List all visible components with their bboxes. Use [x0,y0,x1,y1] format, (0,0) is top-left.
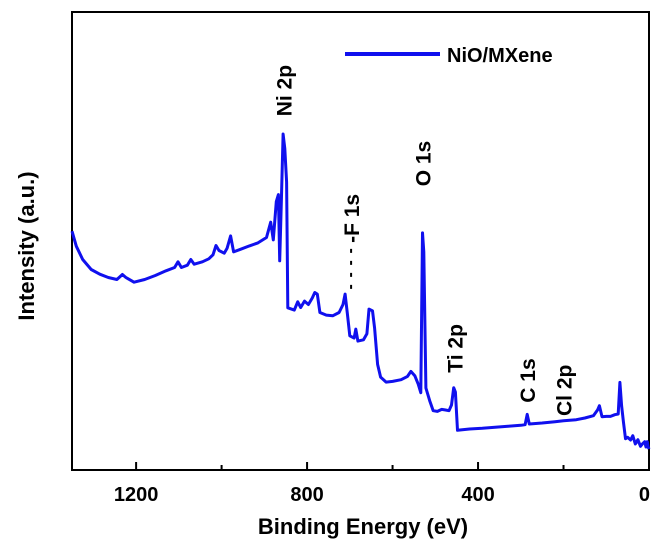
x-axis-tick-labels: 1200 800 400 0 [114,484,650,506]
peak-label-ti-2p: Ti 2p [445,324,468,373]
x-axis-title: Binding Energy (eV) [258,514,468,539]
peak-annotations: Ni 2p O 1s -F 1s Ti 2p C 1s Cl 2p [274,65,577,416]
peak-label-cl-2p: Cl 2p [554,365,577,416]
series-line-nio-mxene [70,132,651,450]
x-axis-ticks [135,462,650,470]
peak-label-o-1s: O 1s [413,141,436,187]
y-axis-title: Intensity (a.u.) [14,171,39,320]
x-tick-label-0: 0 [639,484,650,506]
x-tick-label-400: 400 [461,484,494,506]
peak-label-ni-2p: Ni 2p [274,65,297,116]
x-tick-label-1200: 1200 [114,484,159,506]
peak-label-c-1s: C 1s [517,358,540,402]
peak-label-f-1s: -F 1s [341,194,364,243]
legend: NiO/MXene [345,45,553,67]
plot-frame [71,11,650,471]
legend-label-nio-mxene: NiO/MXene [447,45,553,67]
x-tick-label-800: 800 [290,484,323,506]
